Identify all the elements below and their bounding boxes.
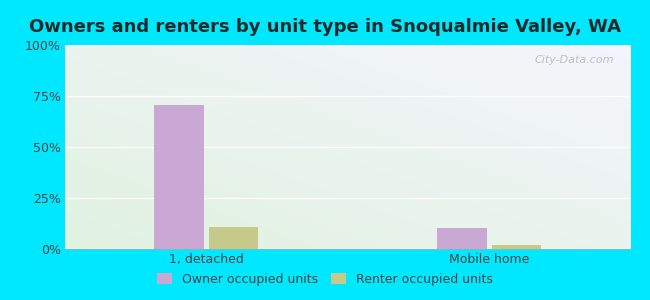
Bar	[437, 228, 487, 249]
Bar	[209, 226, 258, 249]
Bar	[155, 105, 204, 249]
Text: Owners and renters by unit type in Snoqualmie Valley, WA: Owners and renters by unit type in Snoqu…	[29, 18, 621, 36]
Bar	[491, 245, 541, 249]
Legend: Owner occupied units, Renter occupied units: Owner occupied units, Renter occupied un…	[152, 268, 498, 291]
Text: City-Data.com: City-Data.com	[534, 55, 614, 65]
